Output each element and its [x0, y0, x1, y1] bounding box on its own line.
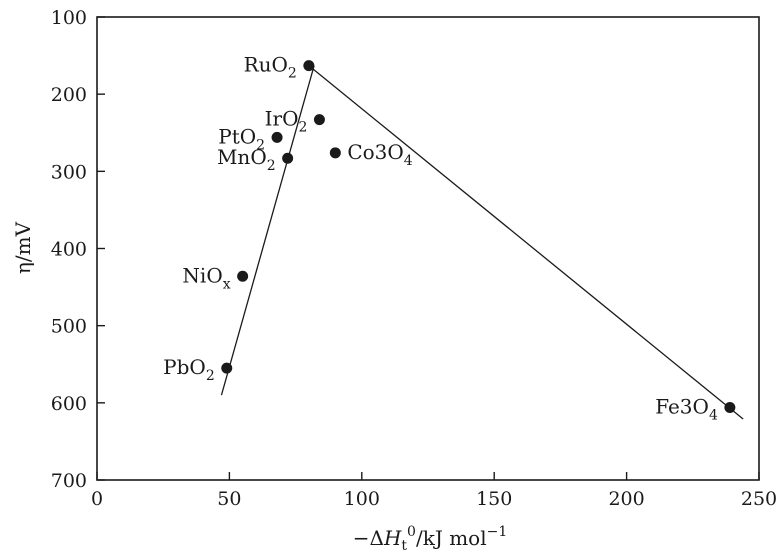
point-label-sub: 2: [256, 137, 265, 153]
point-label-name: PbO: [163, 355, 206, 379]
x-axis-label-sub: t: [401, 538, 407, 553]
point-label-name: RuO: [244, 53, 288, 77]
x-tick-label: 150: [476, 488, 512, 510]
data-point: [303, 60, 315, 72]
y-tick-label: 400: [51, 239, 87, 261]
point-label-sub: 2: [299, 120, 308, 136]
point-label: Co3O4: [347, 140, 412, 169]
point-label: PbO2: [163, 355, 215, 384]
point-label-sub: 4: [709, 407, 718, 423]
data-point: [329, 147, 341, 159]
point-label-sub: 2: [267, 158, 276, 174]
point-label-name: Fe3O: [655, 394, 709, 418]
point-label: PtO2: [218, 124, 265, 153]
point-label-name: Co3O: [347, 140, 403, 164]
y-tick-label: 100: [51, 7, 87, 29]
y-tick-label: 300: [51, 161, 87, 183]
point-label-name: IrO: [265, 107, 299, 131]
point-label: NiOx: [182, 263, 230, 292]
point-label-sub: 4: [404, 153, 413, 169]
point-label-name: MnO: [217, 145, 267, 169]
point-label: IrO2: [265, 107, 308, 136]
point-label: RuO2: [244, 53, 297, 82]
x-axis-label-unit-sup: −1: [487, 524, 508, 540]
point-label-sub: 2: [206, 368, 215, 384]
x-tick-label: 250: [741, 488, 777, 510]
data-point: [313, 114, 325, 126]
x-axis-label-var: H: [383, 526, 402, 550]
data-point: [271, 131, 283, 143]
x-tick-label: 200: [608, 488, 644, 510]
point-label-sub: x: [223, 276, 231, 292]
data-point: [724, 401, 736, 413]
y-tick-label: 600: [51, 393, 87, 415]
trend-line: [220, 65, 315, 396]
point-label-sub: 2: [288, 66, 297, 82]
x-tick-label: 0: [91, 488, 103, 510]
point-label: MnO2: [217, 145, 276, 174]
point-label-name: PtO: [218, 124, 256, 148]
x-tick-label: 100: [344, 488, 380, 510]
point-label-name: NiO: [182, 263, 222, 287]
x-axis: 0 50 100 150 200 250: [91, 472, 777, 510]
y-axis-label: η/mV: [11, 221, 35, 274]
trend-lines: [220, 65, 744, 420]
y-tick-label: 200: [51, 84, 87, 106]
x-tick-label: 50: [217, 488, 241, 510]
y-axis: 100 200 300 400 500 600 700: [51, 7, 105, 492]
data-point: [282, 152, 294, 164]
point-label: Fe3O4: [655, 394, 718, 423]
x-axis-label-sup: 0: [407, 524, 416, 540]
x-axis-label-prefix: −Δ: [353, 526, 384, 550]
data-point: [221, 362, 233, 374]
y-tick-label: 500: [51, 316, 87, 338]
x-axis-label: −ΔHt0/kJ mol−1: [353, 524, 508, 553]
x-axis-label-unit: /kJ mol: [416, 526, 487, 550]
data-point: [237, 270, 249, 282]
y-tick-label: 700: [51, 470, 87, 492]
trend-line: [308, 65, 744, 420]
